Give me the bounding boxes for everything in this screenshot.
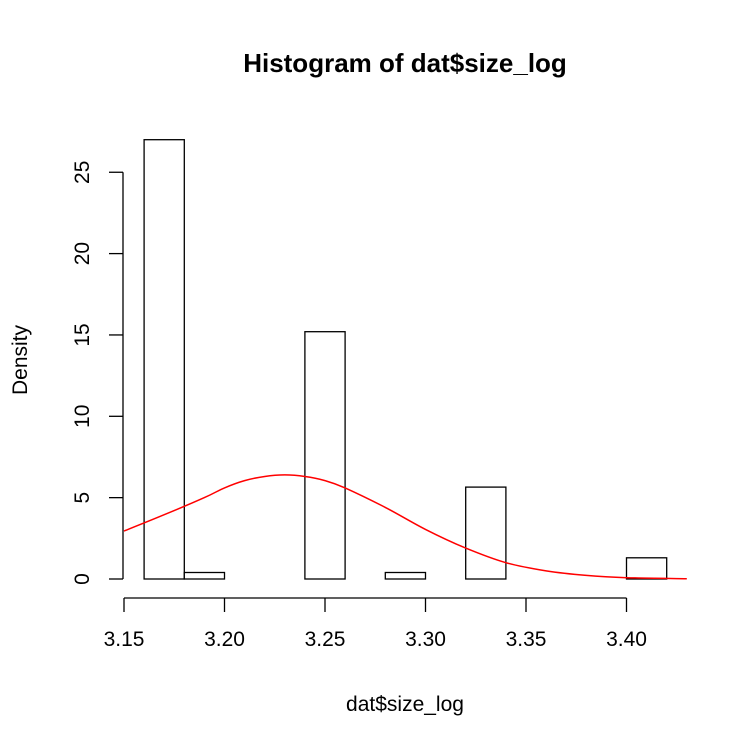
histogram-bar-12 xyxy=(625,557,668,580)
y-tick-label: 5 xyxy=(71,492,94,504)
x-tick-label: 3.25 xyxy=(305,628,346,651)
y-axis: 0 5 10 15 20 25 xyxy=(71,161,124,585)
x-tick-label: 3.30 xyxy=(405,628,446,651)
x-tick-label: 3.40 xyxy=(606,628,647,651)
histogram-bar-4 xyxy=(304,331,346,580)
bars-group xyxy=(143,139,668,580)
y-tick-label: 20 xyxy=(71,242,94,265)
histogram-bar-0 xyxy=(143,139,185,580)
x-axis-label: dat$size_log xyxy=(346,693,464,716)
density-curve xyxy=(123,474,687,580)
histogram-bar-6 xyxy=(384,571,427,580)
y-tick-label: 15 xyxy=(71,323,94,346)
x-tick-label: 3.15 xyxy=(104,628,145,651)
x-tick-label: 3.35 xyxy=(506,628,547,651)
histogram-bar-8 xyxy=(465,486,507,580)
y-tick-label: 10 xyxy=(71,405,94,428)
y-tick-label: 25 xyxy=(71,161,94,184)
histogram-bar-1 xyxy=(183,571,226,580)
y-tick-label: 0 xyxy=(71,573,94,585)
chart-title: Histogram of dat$size_log xyxy=(243,48,567,78)
y-axis-label: Density xyxy=(9,324,32,395)
x-tick-label: 3.20 xyxy=(204,628,245,651)
x-axis: 3.15 3.20 3.25 3.30 3.35 3.40 xyxy=(104,597,647,651)
